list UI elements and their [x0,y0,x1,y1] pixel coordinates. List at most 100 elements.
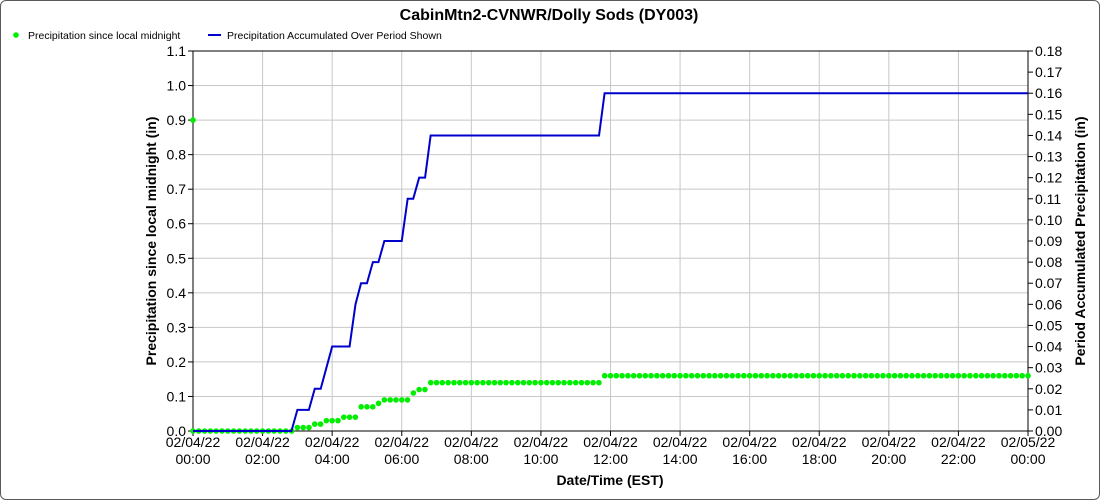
precip-point [874,372,881,379]
precip-point [665,372,672,379]
x-tick-label-time: 00:00 [1010,451,1045,467]
precip-point [764,372,770,379]
y-right-tick-label: 0.11 [1035,191,1061,207]
precip-point [671,372,678,379]
y-right-tick-label: 0.03 [1035,360,1062,376]
precip-point [474,379,480,386]
precip-point [717,372,724,379]
precip-point [311,421,318,427]
precip-point [543,379,550,386]
x-tick-label-time: 14:00 [663,451,698,467]
precip-point [410,390,417,396]
precip-point [625,372,631,379]
precip-point [375,400,382,407]
legend-label-precip-since-midnight: Precipitation since local midnight [28,30,180,42]
precip-point [955,372,962,379]
precip-point [468,379,475,386]
x-tick-label-time: 22:00 [941,451,976,467]
precip-point [509,379,515,386]
precip-point [561,379,567,386]
accumulated-precip-line [193,92,1028,432]
precip-point [340,414,347,420]
precip-point [572,379,579,386]
y-axis-right: 0.00 0.01 0.02 0.03 0.04 0.05 0.06 0.07 0.08 0.09… [1028,43,1062,439]
x-tick-label-time: 02:00 [245,451,280,467]
x-tick-label-date: 02/04/22 [862,434,917,450]
x-tick-label-date: 02/04/22 [444,434,499,450]
y-right-tick-label: 0.12 [1035,170,1062,186]
precip-point [909,372,915,379]
y-right-tick-label: 0.07 [1035,275,1062,291]
precip-point [915,372,921,379]
precip-point [816,372,823,379]
precip-point [833,372,840,379]
precip-point [862,372,869,379]
chart-title: CabinMtn2-CVNWR/Dolly Sods (DY003) [400,7,699,24]
x-tick-label-time: 18:00 [802,451,837,467]
precip-point [596,379,602,386]
y-right-tick-label: 0.00 [1035,423,1062,439]
x-tick-label-time: 08:00 [454,451,489,467]
precip-point [364,404,370,410]
y-left-tick-label: 0.8 [167,147,187,163]
precip-point [851,372,857,379]
precip-point [1007,372,1014,379]
precip-point [920,372,927,379]
precip-point [619,372,625,379]
precip-point [567,379,573,386]
precip-point [932,372,939,379]
precip-point [369,404,376,410]
y-axis-right-title: Period Accumulated Precipitation (in) [1072,116,1088,365]
precip-point [439,379,446,386]
precip-point [683,372,689,379]
y-left-tick-label: 0.1 [167,388,187,404]
y-right-tick-label: 0.09 [1035,233,1062,249]
precip-point [758,372,765,379]
x-tick-label-date: 02/04/22 [792,434,847,450]
precip-point [601,372,608,379]
legend: Precipitation since local midnight Preci… [13,30,442,42]
precip-point [433,379,440,386]
precip-point [422,386,428,393]
precip-point [648,372,654,379]
precip-point [584,379,591,386]
y-right-tick-label: 0.14 [1035,127,1062,143]
precip-point [538,379,544,386]
precip-point [398,397,405,403]
precip-point [712,372,718,379]
grid [193,51,1028,431]
precip-point [967,372,973,379]
precip-point [462,379,469,386]
precip-point [787,372,794,379]
x-axis-title: Date/Time (EST) [556,472,663,488]
precip-point [335,417,341,424]
y-right-tick-label: 0.15 [1035,106,1062,122]
y-left-tick-label: 0.0 [167,423,187,439]
precip-point [451,379,457,386]
precip-point [973,372,979,379]
precip-point [700,372,707,379]
x-tick-label-time: 06:00 [384,451,419,467]
y-right-tick-label: 0.13 [1035,149,1062,165]
precip-point [845,372,852,379]
precip-point [996,372,1002,379]
precip-point [520,379,527,386]
precip-point [781,372,788,379]
precip-point [323,417,330,424]
y-left-tick-label: 0.9 [167,112,187,128]
precip-point [480,379,486,386]
precip-point [886,372,892,379]
precip-point [903,372,910,379]
precip-point [723,372,730,379]
precip-point [346,414,353,420]
precip-point [961,372,968,379]
precip-point [775,372,782,379]
precip-point [990,372,997,379]
y-left-tick-label: 1.1 [167,43,187,59]
x-tick-label-time: 12:00 [593,451,628,467]
legend-label-precip-accumulated: Precipitation Accumulated Over Period Sh… [227,30,442,42]
precip-point [839,372,846,379]
precip-point [828,372,834,379]
y-left-tick-label: 0.5 [167,250,187,266]
